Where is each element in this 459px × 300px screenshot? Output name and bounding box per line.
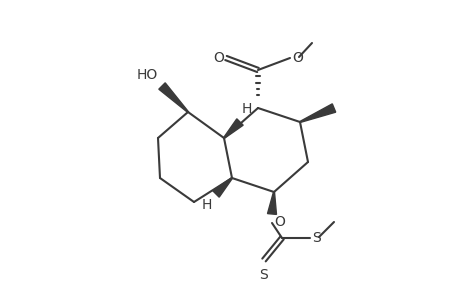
Polygon shape [299,104,335,122]
Text: H: H [241,102,252,116]
Text: HO: HO [136,68,157,82]
Text: O: O [274,215,284,229]
Text: H: H [201,198,212,212]
Polygon shape [267,192,276,214]
Polygon shape [213,178,232,197]
Text: S: S [311,231,320,245]
Text: O: O [213,51,224,65]
Polygon shape [223,119,243,138]
Text: O: O [291,51,302,65]
Text: S: S [259,268,268,282]
Polygon shape [158,83,188,112]
